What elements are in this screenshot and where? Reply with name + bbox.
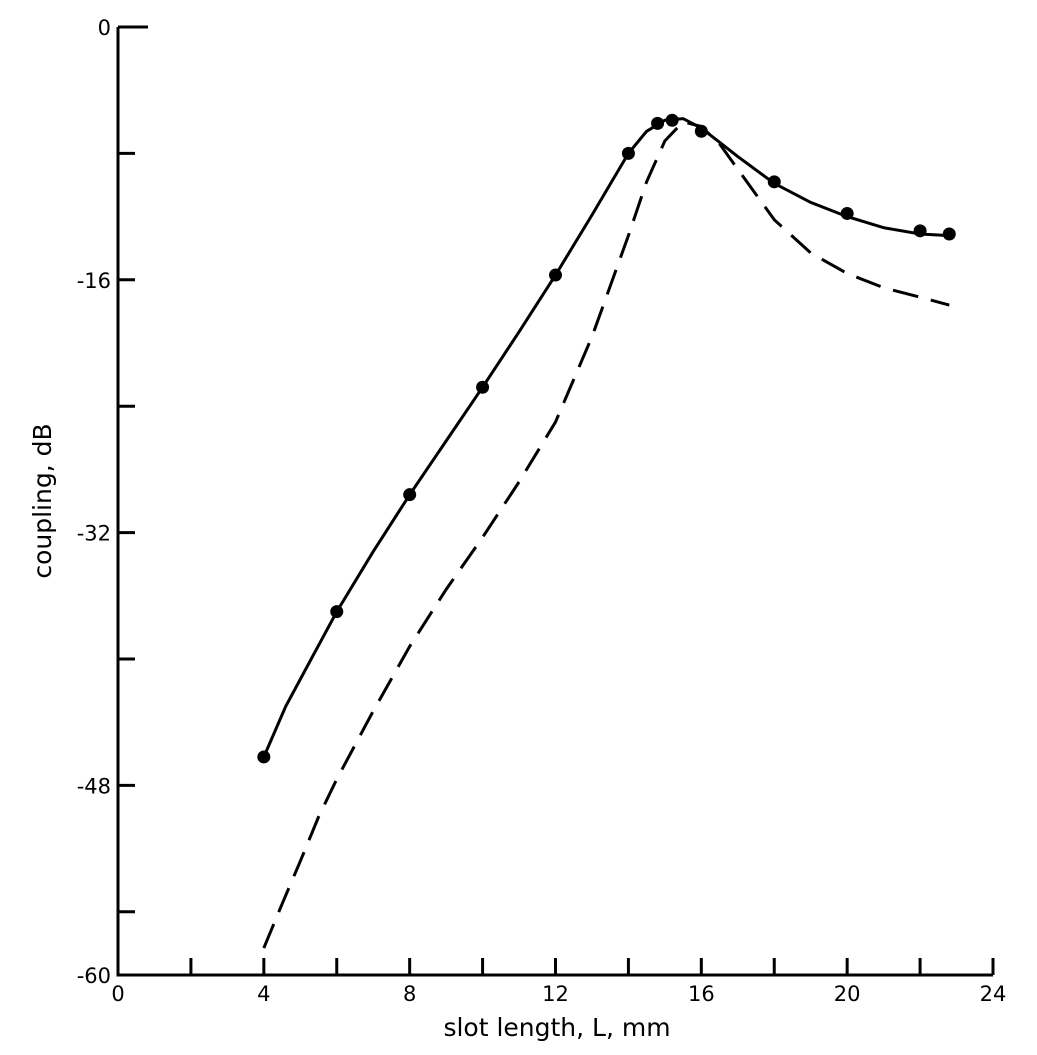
data-point <box>913 224 927 238</box>
data-point <box>403 488 417 502</box>
data-point <box>476 380 490 394</box>
x-tick-label: 4 <box>257 982 270 1006</box>
x-tick-label: 20 <box>834 982 861 1006</box>
x-tick-label: 16 <box>688 982 715 1006</box>
data-point <box>549 268 562 282</box>
plot-area: 0 4 8 12 16 20 24 0 -16 -32 -48 -60 <box>77 16 1007 1006</box>
y-tick-label: -48 <box>77 774 111 798</box>
y-axis-title: coupling, dB <box>28 423 57 578</box>
y-tick-label: -32 <box>77 522 111 546</box>
dashed-curve <box>262 120 950 949</box>
x-tick-label: 0 <box>111 982 124 1006</box>
data-point <box>330 605 344 619</box>
x-tick-label: 8 <box>403 982 416 1006</box>
data-point <box>665 113 679 127</box>
x-tick-label: 24 <box>980 982 1007 1006</box>
solid-curve <box>262 117 950 758</box>
y-tick-label: 0 <box>98 16 111 40</box>
data-point <box>257 750 271 764</box>
data-point <box>621 146 635 160</box>
y-tick-label: -60 <box>77 964 111 988</box>
data-point <box>767 175 781 189</box>
y-tick-label: -16 <box>77 269 111 293</box>
data-point <box>840 206 854 220</box>
data-point <box>651 116 665 130</box>
x-tick-label: 12 <box>542 982 569 1006</box>
x-axis-title: slot length, L, mm <box>443 1013 670 1042</box>
data-point <box>942 227 956 241</box>
